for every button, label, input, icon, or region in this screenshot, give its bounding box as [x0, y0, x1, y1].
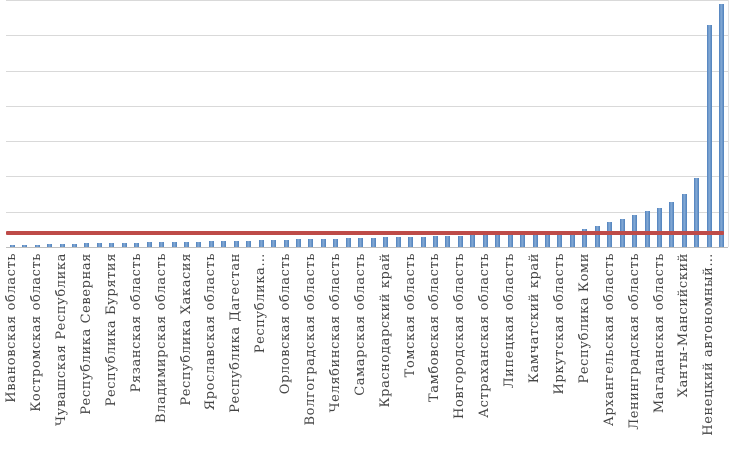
gridline [6, 0, 728, 1]
bar [9, 245, 15, 247]
bar [569, 231, 575, 247]
bar [669, 202, 675, 247]
x-axis-label: Архангельская область [602, 253, 617, 427]
x-axis-label: Иркутская область [552, 253, 567, 395]
bar [333, 239, 339, 247]
x-axis-label: Республика Бурятия [104, 253, 119, 407]
x-axis-label: Томская область [403, 253, 418, 378]
bar [445, 236, 451, 247]
bar [146, 242, 152, 247]
x-axis-label: Камчатский край [528, 253, 543, 384]
bar [283, 240, 289, 247]
x-axis-label: Краснодарский край [378, 253, 393, 408]
bar [134, 243, 140, 247]
bar [495, 234, 501, 247]
bar [507, 234, 513, 247]
bar [383, 237, 389, 247]
gridline [6, 176, 728, 178]
bar [22, 245, 28, 247]
x-axis-label: Костромская область [30, 253, 45, 412]
bar [71, 244, 77, 247]
bar [395, 237, 401, 247]
bar [457, 236, 463, 247]
x-axis-label: Рязанская область [129, 253, 144, 393]
bar [196, 242, 202, 247]
gridline [6, 211, 728, 213]
bar [221, 241, 227, 247]
bar [657, 208, 663, 247]
bar [520, 234, 526, 247]
bar [706, 25, 712, 247]
bar [258, 240, 264, 247]
bar [694, 178, 700, 247]
bar [121, 243, 127, 247]
bar [159, 242, 165, 247]
bar [271, 240, 277, 247]
bar [84, 243, 90, 247]
bar [171, 242, 177, 247]
x-axis-label: Ленинградская область [627, 253, 642, 430]
x-axis-label: Новгородская область [453, 253, 468, 419]
bar [233, 241, 239, 247]
bar [208, 241, 214, 247]
bar [557, 232, 563, 247]
x-axis-label: Республика Коми [577, 253, 592, 384]
bar [246, 241, 252, 247]
x-axis-label: Республика Хакасия [179, 253, 194, 406]
x-axis-label: Челябинская область [328, 253, 343, 413]
x-axis-label: Ненецкий автономный… [702, 253, 717, 436]
bar [719, 4, 725, 247]
x-axis-label: Орловская область [279, 253, 294, 395]
x-axis-label: Астраханская область [478, 253, 493, 418]
bar [296, 239, 302, 247]
bar [59, 244, 65, 247]
x-axis-line [6, 247, 728, 248]
gridline [6, 35, 728, 37]
bar [482, 235, 488, 247]
x-axis-label: Республика Дагестан [229, 253, 244, 413]
x-axis-label: Самарская область [353, 253, 368, 396]
bar [184, 242, 189, 247]
bar [470, 235, 476, 247]
bar [408, 237, 414, 247]
bar [594, 226, 600, 247]
bar [644, 211, 650, 247]
bar [320, 239, 326, 247]
x-axis-label: Республика… [254, 253, 269, 354]
x-axis-label: Владимирская область [154, 253, 169, 424]
gridline [6, 141, 728, 143]
average-reference-line [6, 231, 724, 235]
bar [96, 243, 102, 247]
x-axis-label: Ярославская область [204, 253, 219, 411]
bar [308, 239, 314, 247]
bar [532, 233, 538, 247]
bar [545, 233, 550, 247]
plot-area [6, 0, 729, 248]
gridline [6, 70, 728, 72]
bar [432, 236, 438, 247]
x-axis-label: Волгоградская область [303, 253, 318, 426]
x-axis-label: Тамбовская область [428, 253, 443, 403]
x-axis-label: Ивановская область [5, 253, 20, 403]
bar [582, 229, 588, 247]
bar [34, 245, 40, 247]
bar [420, 237, 426, 247]
bar [109, 243, 115, 247]
gridline [6, 105, 728, 107]
bar [358, 238, 364, 247]
bar [345, 238, 351, 247]
bar [370, 238, 376, 247]
x-axis-label: Ханты-Мансийский [677, 253, 692, 398]
x-axis-label: Республика Северная [79, 253, 94, 415]
x-axis-label: Липецкая область [503, 253, 518, 389]
bar [681, 194, 687, 247]
x-axis-label: Магаданская область [652, 253, 667, 414]
x-axis-label: Чувашская Республика [55, 253, 70, 427]
bar [47, 244, 53, 247]
